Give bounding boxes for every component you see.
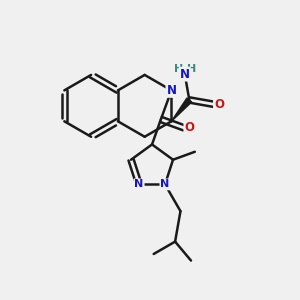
Text: N: N [180, 68, 190, 81]
Text: O: O [184, 122, 194, 134]
Text: N: N [160, 179, 169, 189]
Text: N: N [167, 84, 176, 97]
Text: H: H [187, 64, 196, 74]
Text: H: H [174, 64, 183, 74]
Text: O: O [214, 98, 224, 111]
Text: N: N [134, 179, 144, 189]
Polygon shape [171, 98, 192, 121]
